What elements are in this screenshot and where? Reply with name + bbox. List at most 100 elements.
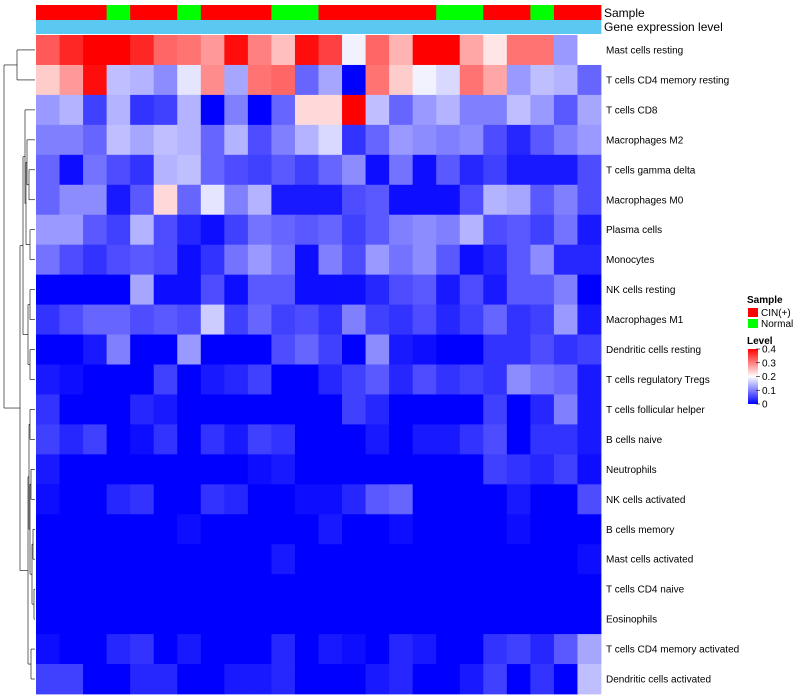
heatmap-cell — [530, 304, 555, 335]
heatmap-cell — [459, 214, 484, 246]
heatmap-cell — [200, 214, 225, 246]
heatmap-cell — [106, 454, 131, 485]
heatmap-cell — [318, 364, 343, 395]
heatmap-cell — [577, 244, 602, 276]
expression-annotation-cell — [106, 20, 131, 34]
heatmap-cell — [177, 364, 202, 395]
heatmap-cell — [294, 244, 319, 276]
heatmap-cell — [342, 304, 366, 335]
sample-annotation-cell — [365, 5, 390, 20]
heatmap-cell — [389, 424, 414, 455]
heatmap-cell — [365, 364, 390, 395]
heatmap-cell — [106, 124, 131, 156]
heatmap-cell — [200, 94, 225, 126]
heatmap-cell — [436, 154, 461, 186]
heatmap-cell — [177, 274, 202, 305]
heatmap-cell — [294, 124, 319, 156]
heatmap-cell — [59, 94, 84, 126]
heatmap-cell — [389, 304, 414, 335]
heatmap-cell — [506, 274, 531, 305]
heatmap-cell — [365, 634, 390, 665]
heatmap-cell — [130, 544, 155, 575]
row-label: Macrophages M2 — [606, 135, 684, 146]
level-tick-label: 0.3 — [762, 358, 776, 369]
heatmap-cell — [553, 394, 578, 425]
heatmap-cell — [247, 574, 272, 605]
heatmap-cell — [153, 184, 178, 216]
heatmap-cell — [247, 304, 272, 335]
heatmap-cell — [436, 334, 461, 365]
heatmap-cell — [412, 454, 437, 485]
heatmap-cell — [59, 334, 84, 365]
heatmap-cell — [294, 364, 319, 395]
sample-annotation-cell — [459, 5, 484, 20]
heatmap-cell — [247, 214, 272, 246]
heatmap-cell — [436, 604, 461, 635]
heatmap-cell — [530, 154, 555, 186]
heatmap-cell — [318, 64, 343, 96]
heatmap-cell — [106, 64, 131, 96]
heatmap-cell — [342, 574, 366, 605]
heatmap-cell — [59, 35, 84, 66]
heatmap-cell — [224, 35, 249, 66]
heatmap-cell — [436, 634, 461, 665]
heatmap-cell — [200, 304, 225, 335]
heatmap-cell — [342, 274, 366, 305]
heatmap-cell — [506, 454, 531, 485]
heatmap-cell — [483, 124, 508, 156]
heatmap-cell — [59, 124, 84, 156]
heatmap-cell — [294, 64, 319, 96]
heatmap-cell — [36, 364, 60, 395]
heatmap-cell — [412, 64, 437, 96]
heatmap-cell — [83, 454, 108, 485]
heatmap-cell — [389, 214, 414, 246]
heatmap-cell — [365, 274, 390, 305]
expression-annotation-cell — [130, 20, 155, 34]
row-dendrogram — [3, 49, 35, 680]
heatmap-cell — [530, 94, 555, 126]
heatmap-cell — [247, 664, 272, 695]
row-label: NK cells resting — [606, 285, 675, 296]
expression-annotation-cell — [83, 20, 108, 34]
heatmap-cell — [412, 364, 437, 395]
heatmap-cell — [318, 664, 343, 695]
heatmap-cell — [153, 544, 178, 575]
heatmap-cell — [577, 514, 602, 545]
heatmap-cell — [83, 364, 108, 395]
heatmap-cell — [130, 394, 155, 425]
level-tick-label: 0.2 — [762, 372, 776, 383]
heatmap-cell — [436, 424, 461, 455]
heatmap-cell — [271, 634, 296, 665]
heatmap-cell — [483, 64, 508, 96]
heatmap-cell — [436, 664, 461, 695]
heatmap-cell — [200, 364, 225, 395]
sample-annotation-cell — [177, 5, 202, 20]
heatmap-cell — [224, 304, 249, 335]
heatmap-cell — [224, 274, 249, 305]
heatmap-cell — [247, 514, 272, 545]
heatmap-cell — [553, 664, 578, 695]
heatmap-cell — [271, 35, 296, 66]
heatmap-cell — [530, 184, 555, 216]
heatmap-cell — [271, 544, 296, 575]
heatmap-cell — [436, 274, 461, 305]
heatmap-cell — [436, 214, 461, 246]
heatmap-cell — [389, 364, 414, 395]
heatmap-cell — [389, 394, 414, 425]
heatmap-cell — [224, 244, 249, 276]
level-colorbar — [748, 349, 758, 404]
sample-annotation-cell — [59, 5, 84, 20]
heatmap-cell — [506, 574, 531, 605]
sample-annotation-cell — [412, 5, 437, 20]
heatmap-cell — [553, 424, 578, 455]
heatmap-cell — [530, 364, 555, 395]
sample-legend-title: Sample — [747, 295, 783, 306]
heatmap-cell — [577, 544, 602, 575]
heatmap-cell — [153, 424, 178, 455]
legend-swatch-normal — [748, 319, 758, 328]
row-label: T cells CD4 memory activated — [606, 645, 739, 656]
heatmap-cell — [106, 364, 131, 395]
heatmap-cell — [342, 64, 366, 96]
heatmap-cell — [59, 394, 84, 425]
heatmap-cell — [365, 604, 390, 635]
